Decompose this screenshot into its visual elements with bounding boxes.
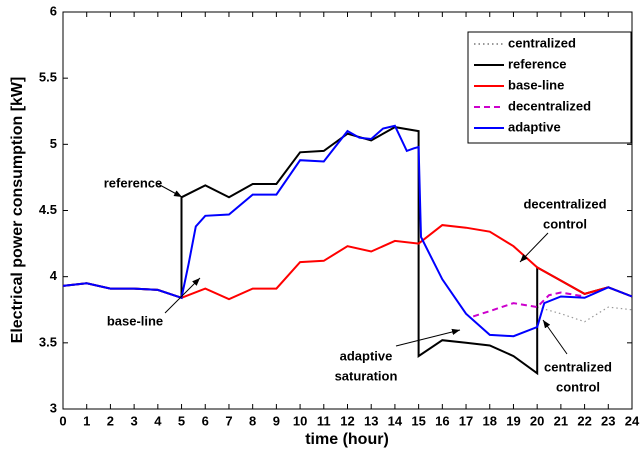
- x-tick-label: 17: [459, 413, 473, 428]
- series-line: [537, 306, 633, 323]
- y-tick-label: 4: [50, 268, 58, 283]
- x-tick-label: 20: [530, 413, 544, 428]
- x-tick-label: 23: [601, 413, 615, 428]
- series-line: [472, 291, 585, 318]
- legend-label: reference: [508, 56, 567, 71]
- x-tick-label: 15: [411, 413, 425, 428]
- x-tick-label: 3: [131, 413, 138, 428]
- legend-label: adaptive: [508, 119, 561, 134]
- x-tick-label: 4: [154, 413, 162, 428]
- annotation: adaptive: [340, 348, 393, 363]
- annotation-arrow: [395, 328, 461, 347]
- x-tick-label: 21: [554, 413, 568, 428]
- annotation: control: [543, 216, 587, 231]
- y-tick-label: 3.5: [39, 334, 57, 349]
- x-tick-label: 9: [273, 413, 280, 428]
- x-tick-label: 0: [59, 413, 66, 428]
- y-tick-label: 5: [50, 136, 57, 151]
- x-tick-label: 7: [225, 413, 232, 428]
- legend-label: centralized: [508, 35, 576, 50]
- x-tick-label: 1: [83, 413, 90, 428]
- legend-box: [467, 31, 632, 144]
- x-tick-label: 19: [506, 413, 520, 428]
- x-tick-label: 10: [293, 413, 307, 428]
- annotation: saturation: [335, 368, 398, 383]
- x-axis-title: time (hour): [305, 431, 389, 448]
- x-tick-label: 13: [364, 413, 378, 428]
- y-tick-label: 6: [50, 3, 57, 18]
- y-tick-label: 3: [50, 400, 57, 415]
- annotation-arrow: [519, 232, 549, 263]
- annotation: decentralized: [523, 196, 606, 211]
- y-tick-label: 5.5: [39, 70, 57, 85]
- series-line: [62, 124, 633, 338]
- x-tick-label: 2: [107, 413, 114, 428]
- x-tick-label: 8: [249, 413, 256, 428]
- annotation-arrow: [542, 319, 568, 355]
- annotation-arrow: [164, 277, 201, 314]
- x-tick-label: 11: [317, 413, 331, 428]
- annotation: centralized: [544, 359, 612, 374]
- x-tick-label: 5: [178, 413, 185, 428]
- x-tick-label: 14: [388, 413, 403, 428]
- annotation-arrow: [157, 183, 183, 198]
- x-tick-label: 24: [625, 413, 640, 428]
- x-tick-label: 22: [577, 413, 591, 428]
- annotation: base-line: [107, 313, 163, 328]
- legend-label: base-line: [508, 77, 564, 92]
- x-tick-label: 12: [340, 413, 354, 428]
- legend-label: decentralized: [508, 98, 591, 113]
- y-tick-label: 4.5: [39, 202, 57, 217]
- y-axis-title: Electrical power consumption [kW]: [9, 77, 26, 344]
- annotation: control: [556, 379, 600, 394]
- x-tick-label: 6: [202, 413, 209, 428]
- x-tick-label: 18: [483, 413, 497, 428]
- annotation: reference: [104, 175, 163, 190]
- x-tick-label: 16: [435, 413, 449, 428]
